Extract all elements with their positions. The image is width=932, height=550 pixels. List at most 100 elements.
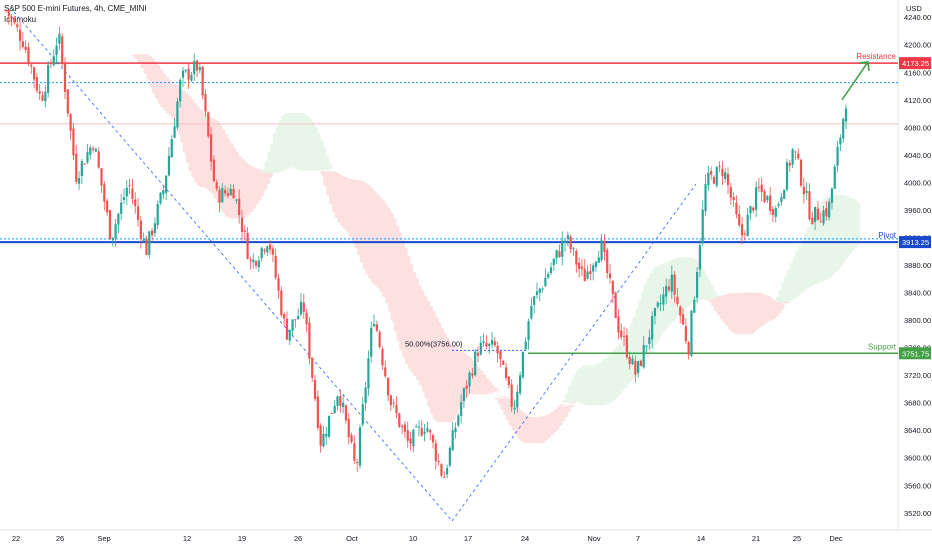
- candle-body: [302, 302, 305, 313]
- candle-body: [802, 186, 805, 195]
- cloud-segment: [112, 48, 130, 52]
- price-axis: USD 3520.00 3560.00 3600.00 3640.00 3680.00 37…: [904, 4, 931, 518]
- candle-body: [153, 223, 156, 234]
- price-tick-label: 4000.00: [904, 178, 931, 187]
- candle-body: [569, 236, 572, 250]
- trendline-up: [451, 183, 697, 522]
- candle-body: [575, 250, 578, 265]
- price-tick-label: 3880.00: [904, 261, 931, 270]
- candle-body: [125, 187, 128, 197]
- candle-body: [642, 345, 645, 368]
- candle-body: [7, 10, 10, 17]
- candle-body: [586, 271, 589, 279]
- candle-body: [665, 285, 668, 297]
- time-tick-label: Nov: [587, 534, 601, 543]
- candle-body: [398, 413, 401, 427]
- candle-body: [676, 296, 679, 305]
- candle-body: [746, 214, 749, 237]
- candle-body: [830, 188, 834, 203]
- candle-body: [715, 167, 718, 186]
- candle-body: [176, 101, 179, 128]
- candle-body: [763, 191, 766, 202]
- candle-body: [637, 361, 640, 373]
- cloud-segment: [486, 390, 504, 393]
- candle-body: [103, 184, 106, 202]
- candle-body: [552, 258, 555, 265]
- candle-body: [698, 245, 702, 270]
- candle-body: [462, 388, 466, 402]
- candle-body: [333, 405, 336, 414]
- candle-body: [44, 91, 47, 102]
- candle-body: [322, 433, 325, 447]
- candle-body: [316, 396, 319, 428]
- candle-body: [212, 159, 215, 182]
- time-tick-label: 14: [697, 534, 705, 543]
- candle-body: [274, 256, 277, 278]
- candle-body: [614, 292, 617, 318]
- candle-body: [625, 335, 628, 358]
- candle-body: [693, 299, 696, 313]
- candle-body: [221, 188, 224, 203]
- candle-body: [740, 224, 744, 236]
- candle-body: [417, 426, 421, 428]
- candle-body: [839, 137, 842, 145]
- price-tick-label: 3560.00: [904, 481, 931, 490]
- candle-body: [342, 402, 345, 407]
- price-tag-support: 3751.75: [902, 349, 929, 358]
- candle-body: [238, 198, 241, 216]
- candle-body: [603, 240, 606, 252]
- candle-body: [10, 16, 13, 19]
- candle-body: [578, 262, 581, 269]
- candle-body: [771, 208, 775, 215]
- candle-body: [232, 188, 235, 199]
- candle-body: [367, 358, 370, 389]
- candle-body: [822, 210, 825, 224]
- candle-body: [142, 239, 145, 241]
- candle-body: [384, 367, 387, 377]
- candle-body: [55, 45, 58, 55]
- candle-body: [150, 230, 154, 236]
- candle-body: [52, 56, 55, 66]
- candle-body: [445, 467, 449, 475]
- candle-body: [651, 316, 654, 340]
- candle-body: [589, 271, 592, 275]
- candle-body: [788, 162, 791, 166]
- cloud-segment: [101, 32, 119, 37]
- candle-body: [235, 199, 238, 201]
- candle-body: [726, 174, 730, 185]
- candle-body: [600, 240, 603, 260]
- candle-body: [476, 352, 480, 356]
- candle-body: [204, 94, 207, 112]
- candle-body: [294, 319, 297, 321]
- price-tag-resistance: 4173.25: [902, 59, 929, 68]
- candle-body: [184, 69, 187, 72]
- candle-body: [386, 378, 390, 396]
- candle-body: [724, 172, 727, 179]
- cloud-segment: [104, 36, 122, 41]
- candle-body: [327, 415, 331, 437]
- cloud-segment: [492, 394, 509, 399]
- candle-body: [72, 128, 75, 156]
- candle-body: [606, 249, 609, 273]
- cloud-segment: [559, 400, 577, 407]
- candle-body: [684, 326, 687, 342]
- time-tick-label: 17: [464, 534, 472, 543]
- candle-body: [777, 204, 780, 206]
- candle-body: [21, 41, 24, 47]
- candle-body: [122, 197, 126, 200]
- candle-body: [490, 339, 494, 345]
- candle-body: [350, 434, 353, 443]
- candle-body: [842, 118, 845, 139]
- candle-body: [844, 108, 848, 122]
- cloud-segment: [95, 26, 113, 30]
- candle-body: [162, 190, 165, 195]
- candle-body: [313, 379, 317, 400]
- candle-body: [766, 196, 769, 201]
- candle-body: [805, 191, 808, 193]
- candle-body: [426, 428, 429, 432]
- candle-body: [277, 278, 280, 291]
- candle-body: [504, 367, 508, 379]
- candle-body: [465, 385, 468, 389]
- cloud-segment: [79, 10, 96, 14]
